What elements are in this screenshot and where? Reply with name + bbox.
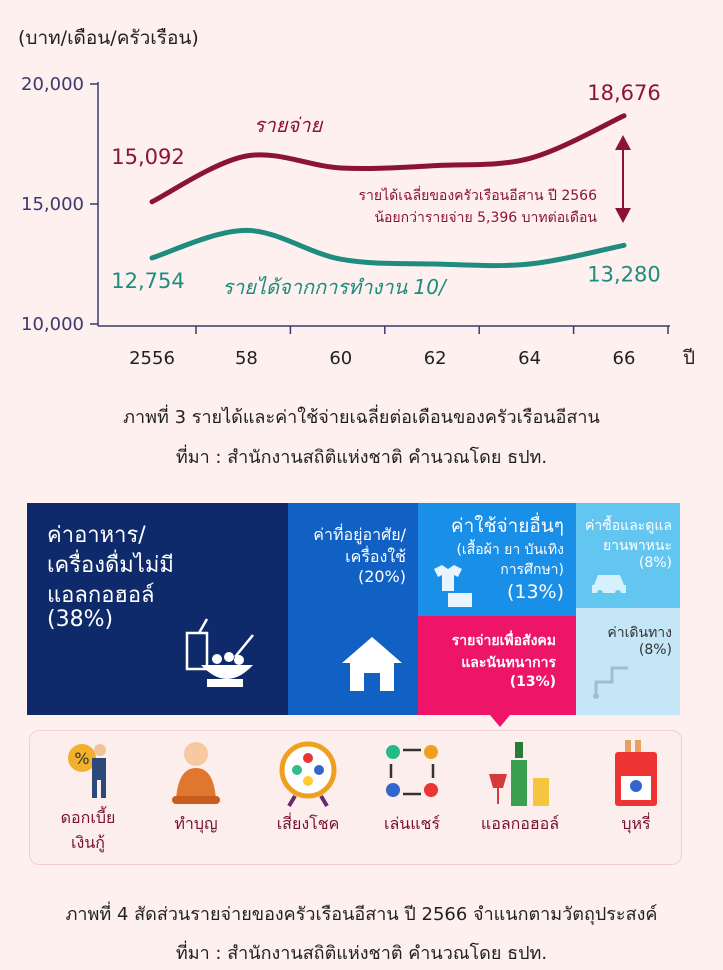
tile-vehicle-pct: (8%) [638,555,672,571]
y-tick-label: 15,000 [21,194,84,215]
tile-other-pct: (13%) [506,581,564,603]
series-start-label-0: 15,092 [111,145,184,169]
tile-social-line2: และนันทนาการ [461,655,556,671]
icon-item-gamble-label: เสี่ยงโชค [276,814,340,833]
tile-housing-pct: (20%) [357,567,406,586]
income-expense-chart: (บาท/เดือน/ครัวเรือน) 10,000 15,000 20,000… [18,27,695,369]
tile-social-pct: (13%) [509,674,556,690]
series-end-label-1: 13,280 [587,262,660,286]
tile-other-line2: (เสื้อผ้า ยา บันเทิง [456,542,564,558]
spending-icon-panel [29,730,682,865]
y-tick-label: 10,000 [21,314,84,335]
tile-travel-pct: (8%) [638,642,672,658]
tile-food: ค่าอาหาร/ เครื่องดื่มไม่มี แอลกอฮอล์ (38… [27,503,288,715]
series-name-0: รายจ่าย [254,113,324,137]
series-line-0 [149,113,627,205]
social-pointer [490,715,510,727]
tile-travel-line1: ค่าเดินทาง [607,625,672,641]
tile-travel: ค่าเดินทาง (8%) [576,608,680,715]
tile-food-line2: เครื่องดื่มไม่มี [47,553,174,578]
tile-social: รายจ่ายเพื่อสังคม และนันทนาการ (13%) [418,616,576,715]
gap-arrow-head-up [615,135,631,150]
icon-item-interest-label: ดอกเบี้ย [60,808,116,827]
gap-arrow-head-down [615,208,631,223]
figure-3-caption: ภาพที่ 3 รายได้และค่าใช้จ่ายเฉลี่ยต่อเดื… [123,407,600,428]
icon-item-cigarette-label: บุหรี่ [621,814,651,833]
clothes-icon [434,565,472,607]
alcohol-icon [489,742,549,806]
tile-vehicle-line1: ค่าซื้อและดูแล [585,518,672,534]
icon-item-merit: ทำบุญ [146,738,246,837]
icon-item-cigarette: บุหรี่ [586,738,686,837]
x-axis-label: ปี [682,347,695,369]
tile-food-line1: ค่าอาหาร/ [47,523,146,548]
tile-other-expenses: ค่าใช้จ่ายอื่นๆ (เสื้อผ้า ยา บันเทิง การ… [418,503,576,616]
x-tick-label: 64 [518,348,541,369]
icon-item-alcohol-label: แอลกอฮอล์ [480,814,560,833]
car-icon [592,575,626,596]
x-tick-label: 66 [613,348,636,369]
cigarette-icon [615,740,657,806]
tile-housing: ค่าที่อยู่อาศัย/ เครื่องใช้ (20%) [288,503,418,715]
tile-vehicle-line2: ยานพาหนะ [602,538,672,554]
route-icon [593,666,628,699]
x-tick-label: 60 [329,348,352,369]
monk-icon [172,742,220,804]
annotation-line-2: น้อยกว่ารายจ่าย 5,396 บาทต่อเดือน [374,210,597,226]
icon-item-gamble: เสี่ยงโชค [258,738,358,837]
lottery-wheel-icon [279,741,337,808]
share-circle-icon [386,745,438,797]
food-drink-icon [185,618,254,687]
tile-vehicle: ค่าซื้อและดูแล ยานพาหนะ (8%) [576,503,680,608]
y-axis-label: (บาท/เดือน/ครัวเรือน) [18,27,199,49]
figure-4-caption: ภาพที่ 4 สัดส่วนรายจ่ายของครัวเรือนอีสาน… [65,904,658,925]
tile-social-line1: รายจ่ายเพื่อสังคม [451,633,556,649]
icon-item-alcohol: แอลกอฮอล์ [470,738,570,837]
series-line-1 [149,227,627,269]
tile-food-pct: (38%) [47,607,114,632]
series-end-label-0: 18,676 [587,81,660,105]
icon-item-share: เล่นแชร์ [362,738,462,837]
svg-text:%: % [74,749,89,768]
tile-housing-line1: ค่าที่อยู่อาศัย/ [313,525,406,544]
tile-food-line3: แอลกอฮอล์ [47,583,155,608]
icon-item-interest-label2: เงินกู้ [71,833,105,852]
house-icon [342,637,402,691]
icon-item-share-label: เล่นแชร์ [384,814,440,833]
y-tick-label: 20,000 [21,74,84,95]
x-tick-label: 62 [424,348,447,369]
tile-other-line1: ค่าใช้จ่ายอื่นๆ [450,515,564,537]
icon-item-interest: % ดอกเบี้ย เงินกู้ [38,738,138,856]
series-start-label-1: 12,754 [111,269,184,293]
x-tick-label: 2556 [129,348,175,369]
figure-4-source: ที่มา : สำนักงานสถิติแห่งชาติ คำนวณโดย ธ… [175,943,548,964]
tile-other-line3: การศึกษา) [500,562,564,578]
x-tick-label: 58 [235,348,258,369]
figure-3-source: ที่มา : สำนักงานสถิติแห่งชาติ คำนวณโดย ธ… [175,447,548,468]
debt-icon: % [68,744,106,798]
icon-item-merit-label: ทำบุญ [174,814,218,833]
annotation-line-1: รายได้เฉลี่ยของครัวเรือนอีสาน ปี 2566 [359,186,598,204]
tile-housing-line2: เครื่องใช้ [345,547,406,566]
series-name-1: รายได้จากการทำงาน 10/ [222,275,448,299]
